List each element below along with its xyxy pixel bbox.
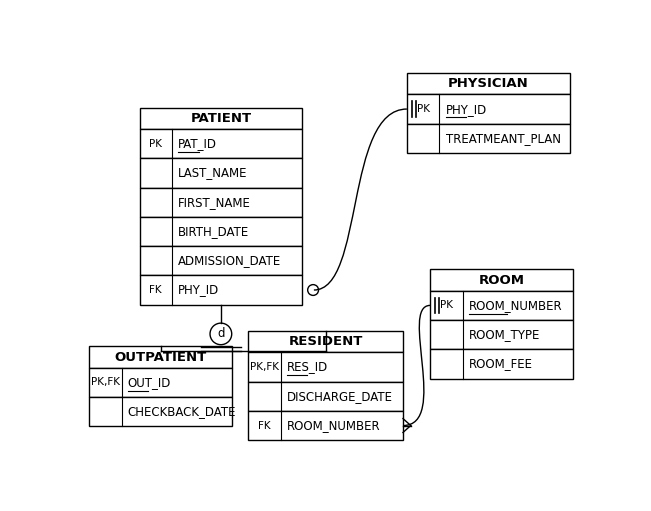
Bar [248, 382, 403, 411]
Text: PK,FK: PK,FK [91, 378, 120, 387]
Bar [139, 188, 302, 217]
Bar [139, 129, 302, 158]
Text: BIRTH_DATE: BIRTH_DATE [178, 225, 249, 238]
Text: PATIENT: PATIENT [190, 112, 251, 125]
Text: PHY_ID: PHY_ID [446, 103, 487, 115]
Text: ROOM_TYPE: ROOM_TYPE [469, 328, 540, 341]
Bar [248, 353, 403, 382]
Text: d: d [217, 328, 225, 340]
Text: ROOM_NUMBER: ROOM_NUMBER [469, 299, 562, 312]
Bar [248, 411, 403, 440]
Bar [430, 269, 574, 291]
Text: PK: PK [440, 300, 453, 310]
Text: CHECKBACK_DATE: CHECKBACK_DATE [128, 405, 236, 418]
Bar [139, 158, 302, 188]
Text: ADMISSION_DATE: ADMISSION_DATE [178, 254, 281, 267]
Text: ROOM_NUMBER: ROOM_NUMBER [286, 419, 380, 432]
Bar [430, 350, 574, 379]
Text: TREATMEANT_PLAN: TREATMEANT_PLAN [446, 132, 561, 145]
Bar [407, 73, 570, 95]
Text: OUTPATIENT: OUTPATIENT [115, 351, 207, 363]
Bar [407, 124, 570, 153]
Text: ROOM: ROOM [479, 273, 525, 287]
Bar [139, 217, 302, 246]
Text: OUT_ID: OUT_ID [128, 376, 171, 389]
Text: DISCHARGE_DATE: DISCHARGE_DATE [286, 390, 393, 403]
Bar [89, 346, 232, 368]
Text: PHYSICIAN: PHYSICIAN [448, 77, 529, 90]
Text: FIRST_NAME: FIRST_NAME [178, 196, 251, 208]
Bar [430, 291, 574, 320]
Text: PK,FK: PK,FK [250, 362, 279, 372]
Text: PK: PK [417, 104, 430, 114]
Bar [89, 368, 232, 397]
Text: LAST_NAME: LAST_NAME [178, 167, 248, 179]
Bar [139, 246, 302, 275]
Bar [139, 107, 302, 129]
Text: RES_ID: RES_ID [286, 360, 328, 374]
Bar [407, 95, 570, 124]
Text: FK: FK [150, 285, 162, 295]
Text: ROOM_FEE: ROOM_FEE [469, 357, 533, 370]
Text: RESIDENT: RESIDENT [288, 335, 363, 348]
Text: PAT_ID: PAT_ID [178, 137, 217, 150]
Text: PK: PK [149, 138, 162, 149]
Text: PHY_ID: PHY_ID [178, 284, 219, 296]
Bar [139, 275, 302, 305]
Bar [248, 331, 403, 353]
Bar [89, 397, 232, 426]
Text: FK: FK [258, 421, 271, 431]
Bar [430, 320, 574, 350]
